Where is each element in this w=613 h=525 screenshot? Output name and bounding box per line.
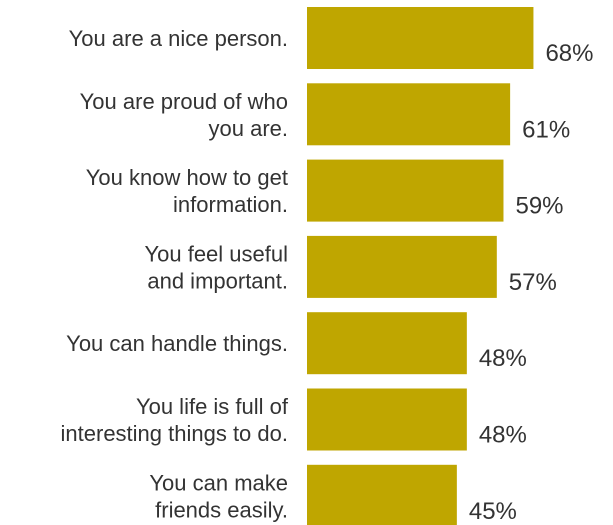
category-label-6: You can make friends easily. <box>149 470 288 522</box>
category-label-line: and important. <box>147 268 288 293</box>
value-label-3: 57% <box>509 269 557 296</box>
bar-6 <box>307 464 457 525</box>
value-label-5: 48% <box>479 422 527 449</box>
category-label-line: You can handle things. <box>66 331 288 356</box>
category-label-line: You life is full of <box>136 394 289 419</box>
value-label-2: 59% <box>515 193 563 220</box>
bar-1 <box>307 83 511 146</box>
category-label-line: friends easily. <box>155 497 288 522</box>
category-label-3: You feel useful and important. <box>144 241 288 293</box>
category-label-line: information. <box>173 192 288 217</box>
value-label-1: 61% <box>522 116 570 143</box>
bar-3 <box>307 235 497 298</box>
category-label-0: You are a nice person. <box>69 26 288 51</box>
category-label-line: You know how to get <box>86 165 288 190</box>
category-label-4: You can handle things. <box>66 331 288 356</box>
category-label-line: You are a nice person. <box>69 26 288 51</box>
bar-0 <box>307 7 534 69</box>
category-label-1: You are proud of who you are. <box>80 89 288 141</box>
category-label-line: You are proud of who <box>80 89 288 114</box>
category-label-line: You feel useful <box>144 241 288 266</box>
bar-4 <box>307 312 467 375</box>
bar-5 <box>307 388 467 451</box>
value-label-0: 68% <box>545 40 593 67</box>
category-label-line: you are. <box>209 116 289 141</box>
category-label-line: interesting things to do. <box>61 421 288 446</box>
value-label-4: 48% <box>479 345 527 372</box>
category-label-5: You life is full of interesting things to… <box>61 394 289 446</box>
value-label-6: 45% <box>469 498 517 525</box>
bar-2 <box>307 159 504 222</box>
category-label-2: You know how to get information. <box>86 165 288 217</box>
category-label-line: You can make <box>149 470 288 495</box>
